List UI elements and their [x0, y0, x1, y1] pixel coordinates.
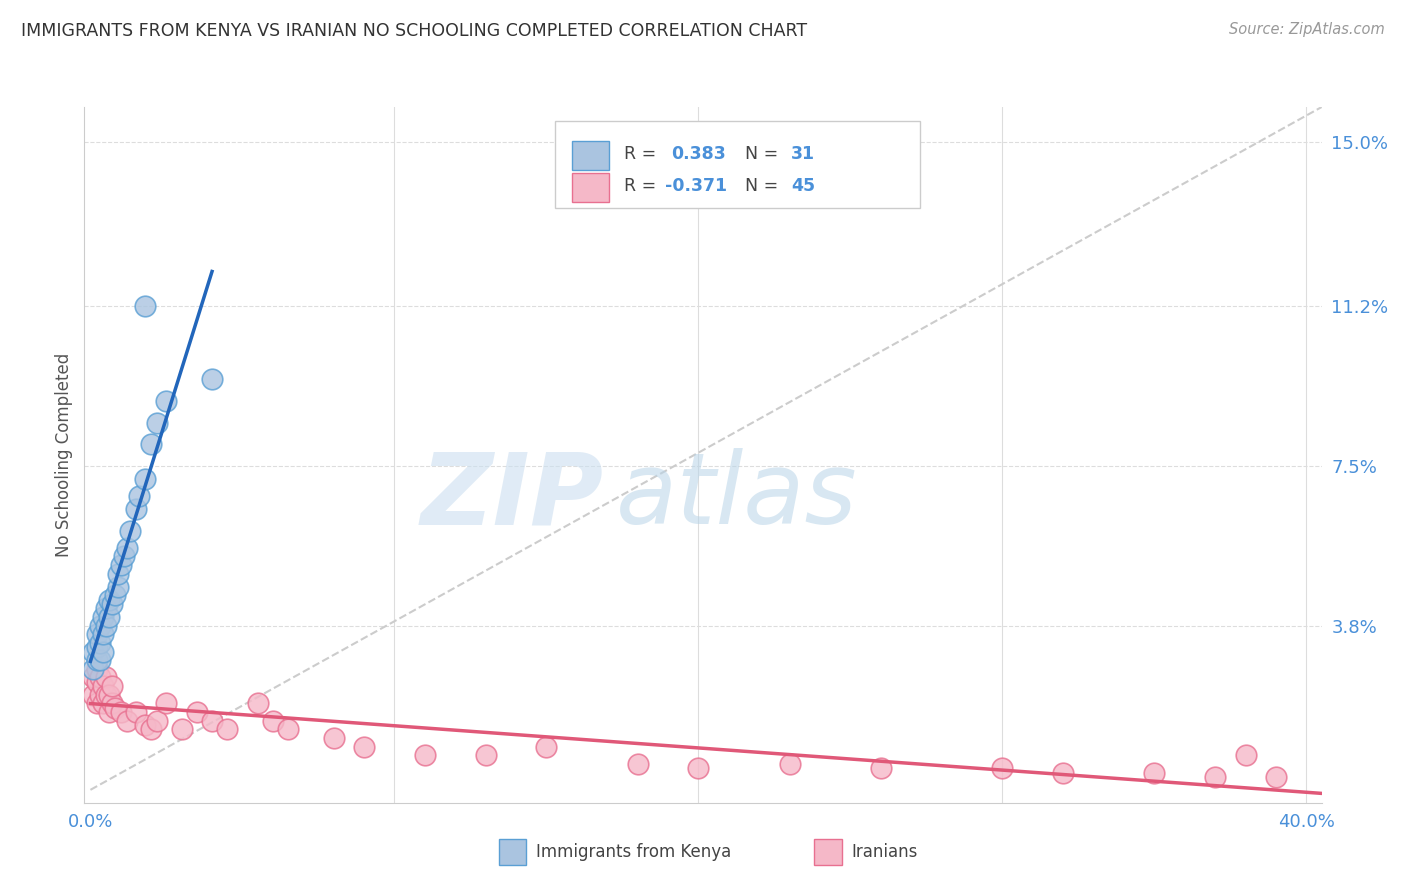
- Point: [118, 524, 141, 538]
- Point: [134, 718, 156, 732]
- Point: [536, 739, 558, 754]
- Point: [217, 723, 239, 737]
- Point: [94, 601, 117, 615]
- Point: [91, 679, 114, 693]
- Text: Immigrants from Kenya: Immigrants from Kenya: [536, 843, 731, 861]
- Point: [94, 688, 117, 702]
- Text: Source: ZipAtlas.com: Source: ZipAtlas.com: [1229, 22, 1385, 37]
- Point: [89, 653, 111, 667]
- Point: [128, 489, 150, 503]
- Text: ZIP: ZIP: [420, 448, 605, 545]
- Y-axis label: No Schooling Completed: No Schooling Completed: [55, 353, 73, 557]
- Point: [91, 627, 114, 641]
- Point: [82, 644, 104, 658]
- Point: [104, 700, 127, 714]
- Point: [170, 723, 193, 737]
- Point: [89, 618, 111, 632]
- Text: -0.371: -0.371: [665, 178, 727, 195]
- Point: [474, 748, 496, 763]
- Point: [688, 761, 710, 775]
- Point: [97, 592, 120, 607]
- Point: [110, 705, 132, 719]
- Point: [110, 558, 132, 573]
- Point: [86, 662, 108, 676]
- Point: [97, 688, 120, 702]
- Point: [112, 549, 135, 564]
- Bar: [814, 839, 842, 865]
- FancyBboxPatch shape: [554, 121, 920, 208]
- Point: [1265, 770, 1288, 784]
- Point: [1204, 770, 1226, 784]
- Point: [91, 610, 114, 624]
- Text: atlas: atlas: [616, 448, 858, 545]
- Point: [100, 697, 122, 711]
- Text: 45: 45: [790, 178, 815, 195]
- Point: [186, 705, 208, 719]
- Point: [201, 714, 224, 728]
- Bar: [572, 141, 609, 170]
- Point: [107, 580, 129, 594]
- Point: [97, 610, 120, 624]
- Point: [91, 644, 114, 658]
- Point: [94, 671, 117, 685]
- Point: [779, 756, 801, 771]
- Text: 31: 31: [790, 145, 815, 163]
- Point: [262, 714, 284, 728]
- Point: [1143, 765, 1166, 780]
- Point: [89, 688, 111, 702]
- Point: [82, 671, 104, 685]
- Point: [869, 761, 891, 775]
- Point: [97, 705, 120, 719]
- Text: R =: R =: [624, 178, 662, 195]
- Text: N =: N =: [745, 145, 783, 163]
- Point: [1234, 748, 1257, 763]
- Point: [134, 299, 156, 313]
- Text: 0.383: 0.383: [671, 145, 725, 163]
- Point: [125, 705, 148, 719]
- Text: IMMIGRANTS FROM KENYA VS IRANIAN NO SCHOOLING COMPLETED CORRELATION CHART: IMMIGRANTS FROM KENYA VS IRANIAN NO SCHO…: [21, 22, 807, 40]
- Point: [146, 416, 169, 430]
- Point: [322, 731, 344, 745]
- Text: N =: N =: [745, 178, 783, 195]
- Point: [277, 723, 299, 737]
- Point: [94, 618, 117, 632]
- Point: [89, 671, 111, 685]
- Point: [100, 679, 122, 693]
- Point: [146, 714, 169, 728]
- Point: [155, 697, 177, 711]
- Point: [115, 714, 138, 728]
- Point: [82, 688, 104, 702]
- Text: R =: R =: [624, 145, 662, 163]
- Point: [201, 372, 224, 386]
- Point: [86, 640, 108, 655]
- Point: [413, 748, 436, 763]
- Point: [86, 653, 108, 667]
- Point: [1052, 765, 1074, 780]
- Point: [86, 697, 108, 711]
- Point: [141, 723, 163, 737]
- Point: [115, 541, 138, 555]
- Point: [627, 756, 650, 771]
- Point: [125, 502, 148, 516]
- Bar: [499, 839, 526, 865]
- Text: Iranians: Iranians: [852, 843, 918, 861]
- Point: [246, 697, 269, 711]
- Point: [82, 662, 104, 676]
- Point: [86, 674, 108, 689]
- Point: [134, 472, 156, 486]
- Point: [91, 697, 114, 711]
- Point: [107, 566, 129, 581]
- Point: [141, 437, 163, 451]
- Point: [89, 636, 111, 650]
- Point: [353, 739, 375, 754]
- Point: [100, 597, 122, 611]
- Bar: [572, 173, 609, 202]
- Point: [991, 761, 1014, 775]
- Point: [86, 627, 108, 641]
- Point: [155, 393, 177, 408]
- Point: [104, 588, 127, 602]
